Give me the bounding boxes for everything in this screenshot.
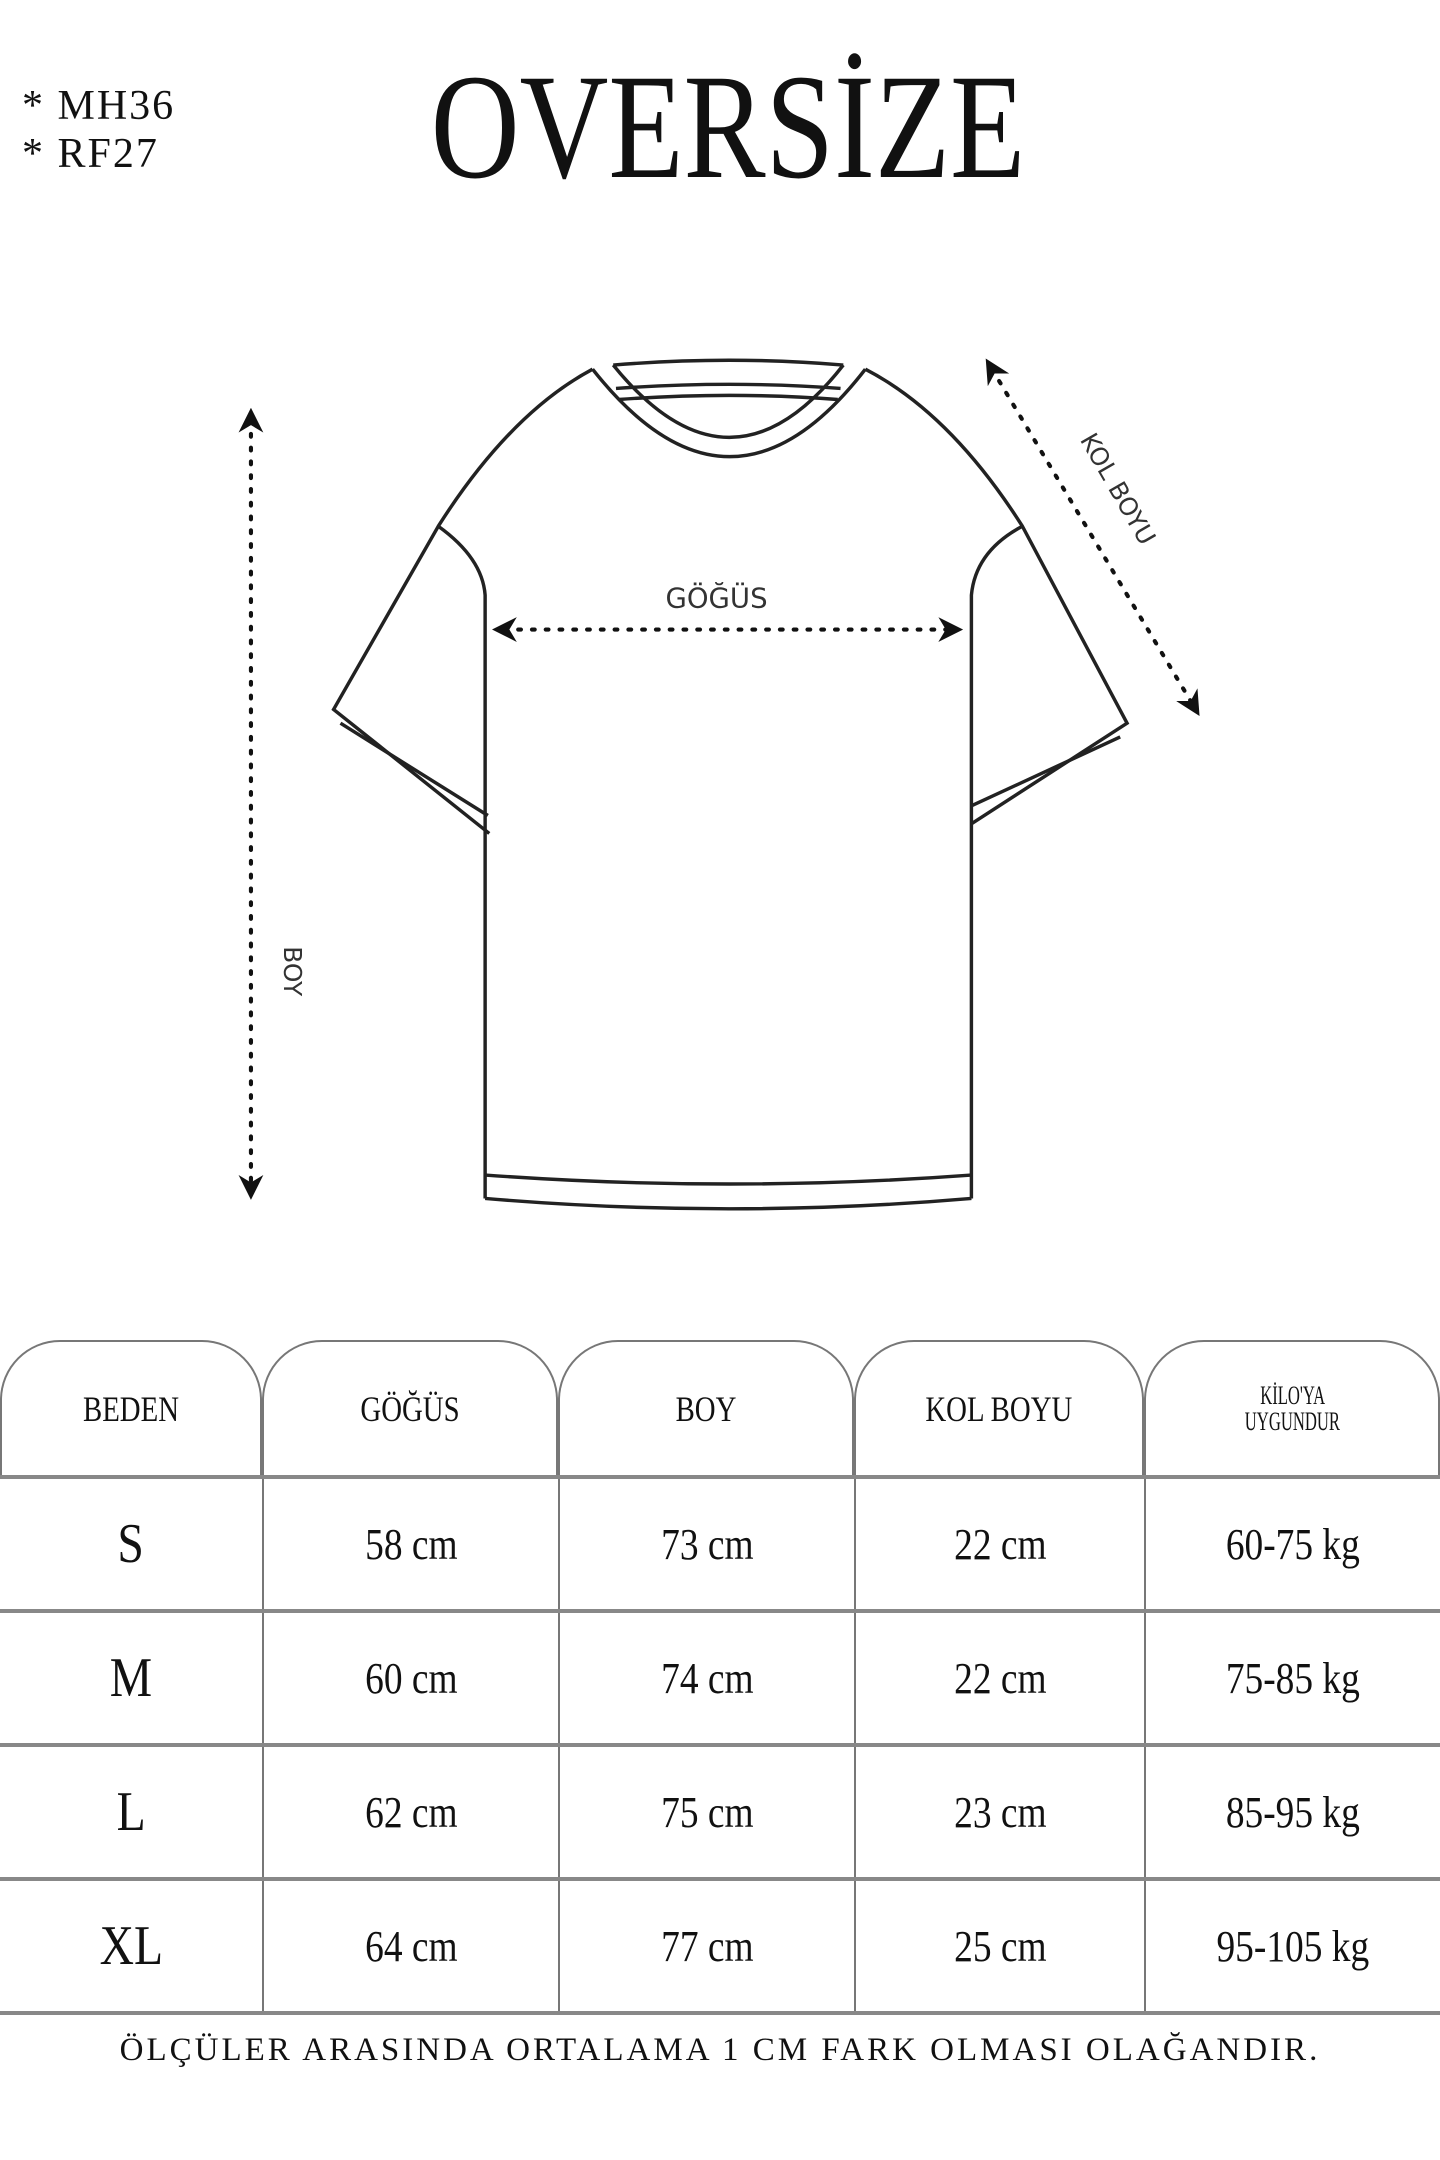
table-row: M 60 cm 74 cm 22 cm 75-85 kg	[0, 1609, 1440, 1743]
header-label: BOY	[675, 1388, 737, 1429]
length-label: BOY	[278, 946, 307, 997]
table-cell: 85-95 kg	[1144, 1747, 1440, 1877]
sleeve-arrow	[985, 358, 1200, 716]
cell-value: 74 cm	[660, 1653, 754, 1703]
header-line: KİLO'YA	[1259, 1380, 1325, 1410]
table-row: S 58 cm 73 cm 22 cm 60-75 kg	[0, 1475, 1440, 1609]
table-header: BEDEN GÖĞÜS BOY KOL BOYU KİLO'YA UYGUNDUR	[0, 1340, 1440, 1475]
cell-value: 77 cm	[660, 1921, 754, 1971]
header-label: KOL BOYU	[925, 1388, 1073, 1429]
cell-value: 60-75 kg	[1225, 1519, 1361, 1569]
size-cell: L	[0, 1747, 262, 1877]
size-cell: M	[0, 1613, 262, 1743]
cell-value: 73 cm	[660, 1519, 754, 1569]
table-cell: 95-105 kg	[1144, 1881, 1440, 2011]
table-cell: 22 cm	[854, 1613, 1144, 1743]
header-sleeve: KOL BOYU	[854, 1340, 1144, 1475]
size-cell: S	[0, 1479, 262, 1609]
cell-value: L	[116, 1781, 146, 1843]
header-label: KİLO'YA UYGUNDUR	[1232, 1380, 1351, 1436]
code-rf27: * RF27	[22, 131, 159, 177]
tshirt-outline	[331, 358, 1130, 1211]
table-cell: 73 cm	[558, 1479, 854, 1609]
cell-value: 95-105 kg	[1216, 1921, 1370, 1971]
cell-value: 75 cm	[660, 1787, 754, 1837]
table-cell: 77 cm	[558, 1881, 854, 2011]
cell-value: 64 cm	[364, 1921, 458, 1971]
cell-value: S	[117, 1513, 145, 1575]
header-size: BEDEN	[0, 1340, 262, 1475]
code-mh36: * MH36	[22, 83, 176, 129]
cell-value: 22 cm	[953, 1519, 1047, 1569]
cell-value: 23 cm	[953, 1787, 1047, 1837]
header-label: BEDEN	[83, 1388, 179, 1429]
cell-value: 62 cm	[364, 1787, 458, 1837]
table-cell: 23 cm	[854, 1747, 1144, 1877]
cell-value: 22 cm	[953, 1653, 1047, 1703]
table-cell: 74 cm	[558, 1613, 854, 1743]
header-chest: GÖĞÜS	[262, 1340, 558, 1475]
cell-value: 75-85 kg	[1225, 1653, 1361, 1703]
table-cell: 60-75 kg	[1144, 1479, 1440, 1609]
table-cell: 64 cm	[262, 1881, 558, 2011]
cell-value: 60 cm	[364, 1653, 458, 1703]
table-cell: 25 cm	[854, 1881, 1144, 2011]
cell-value: M	[109, 1647, 153, 1709]
size-table: BEDEN GÖĞÜS BOY KOL BOYU KİLO'YA UYGUNDUR…	[0, 1340, 1440, 2015]
size-cell: XL	[0, 1881, 262, 2011]
table-row: L 62 cm 75 cm 23 cm 85-95 kg	[0, 1743, 1440, 1877]
product-codes: * MH36 * RF27	[22, 82, 175, 178]
header-line: UYGUNDUR	[1244, 1406, 1340, 1436]
cell-value: 25 cm	[953, 1921, 1047, 1971]
table-row: XL 64 cm 77 cm 25 cm 95-105 kg	[0, 1877, 1440, 2011]
header-length: BOY	[558, 1340, 854, 1475]
cell-value: 58 cm	[364, 1519, 458, 1569]
header-weight: KİLO'YA UYGUNDUR	[1144, 1340, 1440, 1475]
header-label: GÖĞÜS	[360, 1388, 460, 1429]
table-cell: 75 cm	[558, 1747, 854, 1877]
table-cell: 75-85 kg	[1144, 1613, 1440, 1743]
sleeve-label: KOL BOYU	[1074, 428, 1161, 550]
cell-value: 85-95 kg	[1225, 1787, 1361, 1837]
table-cell: 62 cm	[262, 1747, 558, 1877]
page-title: OVERSİZE	[430, 44, 1026, 210]
table-cell: 58 cm	[262, 1479, 558, 1609]
chest-label: GÖĞÜS	[666, 581, 768, 615]
cell-value: XL	[99, 1915, 163, 1977]
table-cell: 60 cm	[262, 1613, 558, 1743]
measurement-note: ÖLÇÜLER ARASINDA ORTALAMA 1 CM FARK OLMA…	[119, 2032, 1321, 2068]
table-cell: 22 cm	[854, 1479, 1144, 1609]
